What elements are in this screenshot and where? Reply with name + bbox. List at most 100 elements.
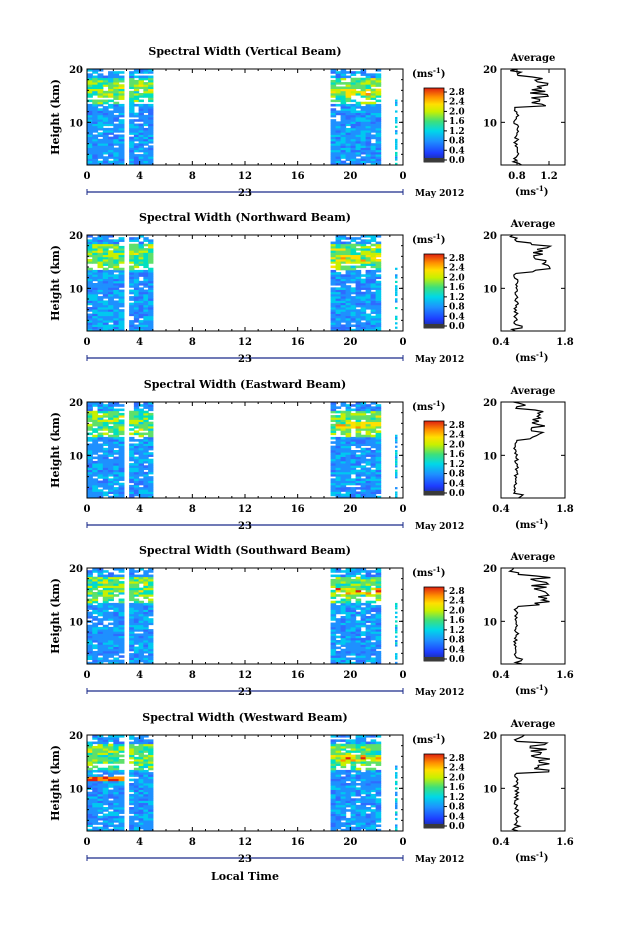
heatmap-cell <box>97 815 104 819</box>
heatmap-cell <box>360 291 367 295</box>
heatmap-cell <box>370 252 377 256</box>
heatmap-cell <box>355 471 362 475</box>
heatmap-cell <box>148 88 154 92</box>
heatmap-cell <box>138 653 144 656</box>
heatmap-cell <box>87 75 93 79</box>
heatmap-cell <box>102 406 109 409</box>
heatmap-cell <box>350 73 357 76</box>
heatmap-cell <box>97 423 104 427</box>
heatmap-cell <box>138 463 144 466</box>
heatmap-cell <box>370 326 377 330</box>
heatmap-cell <box>108 653 114 656</box>
heatmap-cell <box>129 469 135 473</box>
heatmap-cell <box>370 324 377 328</box>
day-label: 23 <box>238 354 252 365</box>
heatmap-cell <box>108 410 114 414</box>
heatmap-cell <box>118 659 125 663</box>
heatmap-cell <box>138 622 144 626</box>
heatmap-cell <box>129 450 135 453</box>
heatmap-cell <box>330 447 337 451</box>
heatmap-cell <box>138 241 144 245</box>
heatmap-cell <box>345 296 352 299</box>
heatmap-cell <box>113 151 120 155</box>
heatmap-cell <box>87 77 93 81</box>
heatmap-cell <box>133 86 140 90</box>
heatmap-cell <box>129 613 135 617</box>
heatmap-cell <box>355 605 362 608</box>
heatmap-cell <box>340 798 347 801</box>
heatmap-cell <box>365 791 372 795</box>
heatmap-cell <box>92 655 99 658</box>
heatmap-cell <box>345 661 352 665</box>
heatmap-cell <box>102 460 109 464</box>
heatmap-cell <box>355 570 362 573</box>
heatmap-cell <box>113 618 120 621</box>
heatmap-cell <box>355 454 362 457</box>
heatmap-cell <box>360 487 367 490</box>
heatmap-cell <box>92 635 99 639</box>
heatmap-cell <box>129 254 135 258</box>
heatmap-cell <box>365 813 372 817</box>
heatmap-cell <box>340 785 347 788</box>
heatmap-cell <box>350 287 357 290</box>
heatmap-cell <box>129 106 135 109</box>
heatmap-cell <box>395 780 398 783</box>
heatmap-cell <box>330 759 337 762</box>
heatmap-cell <box>102 289 109 293</box>
heatmap-cell <box>330 657 337 661</box>
heatmap-cell <box>102 119 109 122</box>
heatmap-cell <box>92 93 99 96</box>
heatmap-cell <box>335 804 342 808</box>
heatmap-cell <box>108 783 114 786</box>
heatmap-cell <box>87 317 93 321</box>
heatmap-cell <box>340 735 347 738</box>
heatmap-cell <box>143 243 149 247</box>
heatmap-cell <box>108 82 114 85</box>
heatmap-cell <box>102 117 109 120</box>
heatmap-cell <box>102 156 109 159</box>
heatmap-cell <box>345 423 352 427</box>
heatmap-cell <box>148 112 154 116</box>
heatmap-cell <box>345 594 352 597</box>
heatmap-cell <box>97 108 104 111</box>
heatmap-cell <box>340 311 347 314</box>
heatmap-cell <box>148 293 154 297</box>
heatmap-cell <box>102 467 109 471</box>
heatmap-cell <box>113 642 120 645</box>
heatmap-cell <box>350 778 357 782</box>
heatmap-cell <box>345 743 352 747</box>
heatmap-cell <box>350 605 357 608</box>
heatmap-cell <box>92 576 99 580</box>
heatmap-cell <box>355 289 362 293</box>
average-frame <box>500 234 566 332</box>
heatmap-cell <box>129 495 135 499</box>
heatmap-cell <box>345 456 352 460</box>
heatmap-cell <box>92 568 99 571</box>
heatmap-cell <box>87 417 93 420</box>
heatmap-cell <box>375 748 382 751</box>
heatmap-cell <box>113 587 120 591</box>
heatmap-cell <box>92 447 99 451</box>
heatmap-cell <box>87 241 93 245</box>
heatmap-cell <box>148 324 154 328</box>
heatmap-cell <box>340 430 347 433</box>
heatmap-cell <box>118 822 125 825</box>
heatmap-cell <box>345 439 352 442</box>
heatmap-cell <box>143 474 149 477</box>
heatmap-cell <box>118 145 125 148</box>
heatmap-cell <box>143 800 149 804</box>
heatmap-cell <box>118 123 125 127</box>
heatmap-cell <box>133 800 140 804</box>
heatmap-cell <box>330 261 337 264</box>
heatmap-cell <box>340 493 347 497</box>
heatmap-cell <box>345 419 352 423</box>
heatmap-cell <box>365 589 372 593</box>
heatmap-cell <box>133 71 140 74</box>
heatmap-cell <box>118 735 125 738</box>
heatmap-cell <box>133 484 140 488</box>
heatmap-cell <box>350 761 357 764</box>
heatmap-cell <box>97 785 104 788</box>
heatmap-cell <box>345 576 352 580</box>
heatmap-cell <box>335 735 342 738</box>
heatmap-cell <box>340 162 347 166</box>
